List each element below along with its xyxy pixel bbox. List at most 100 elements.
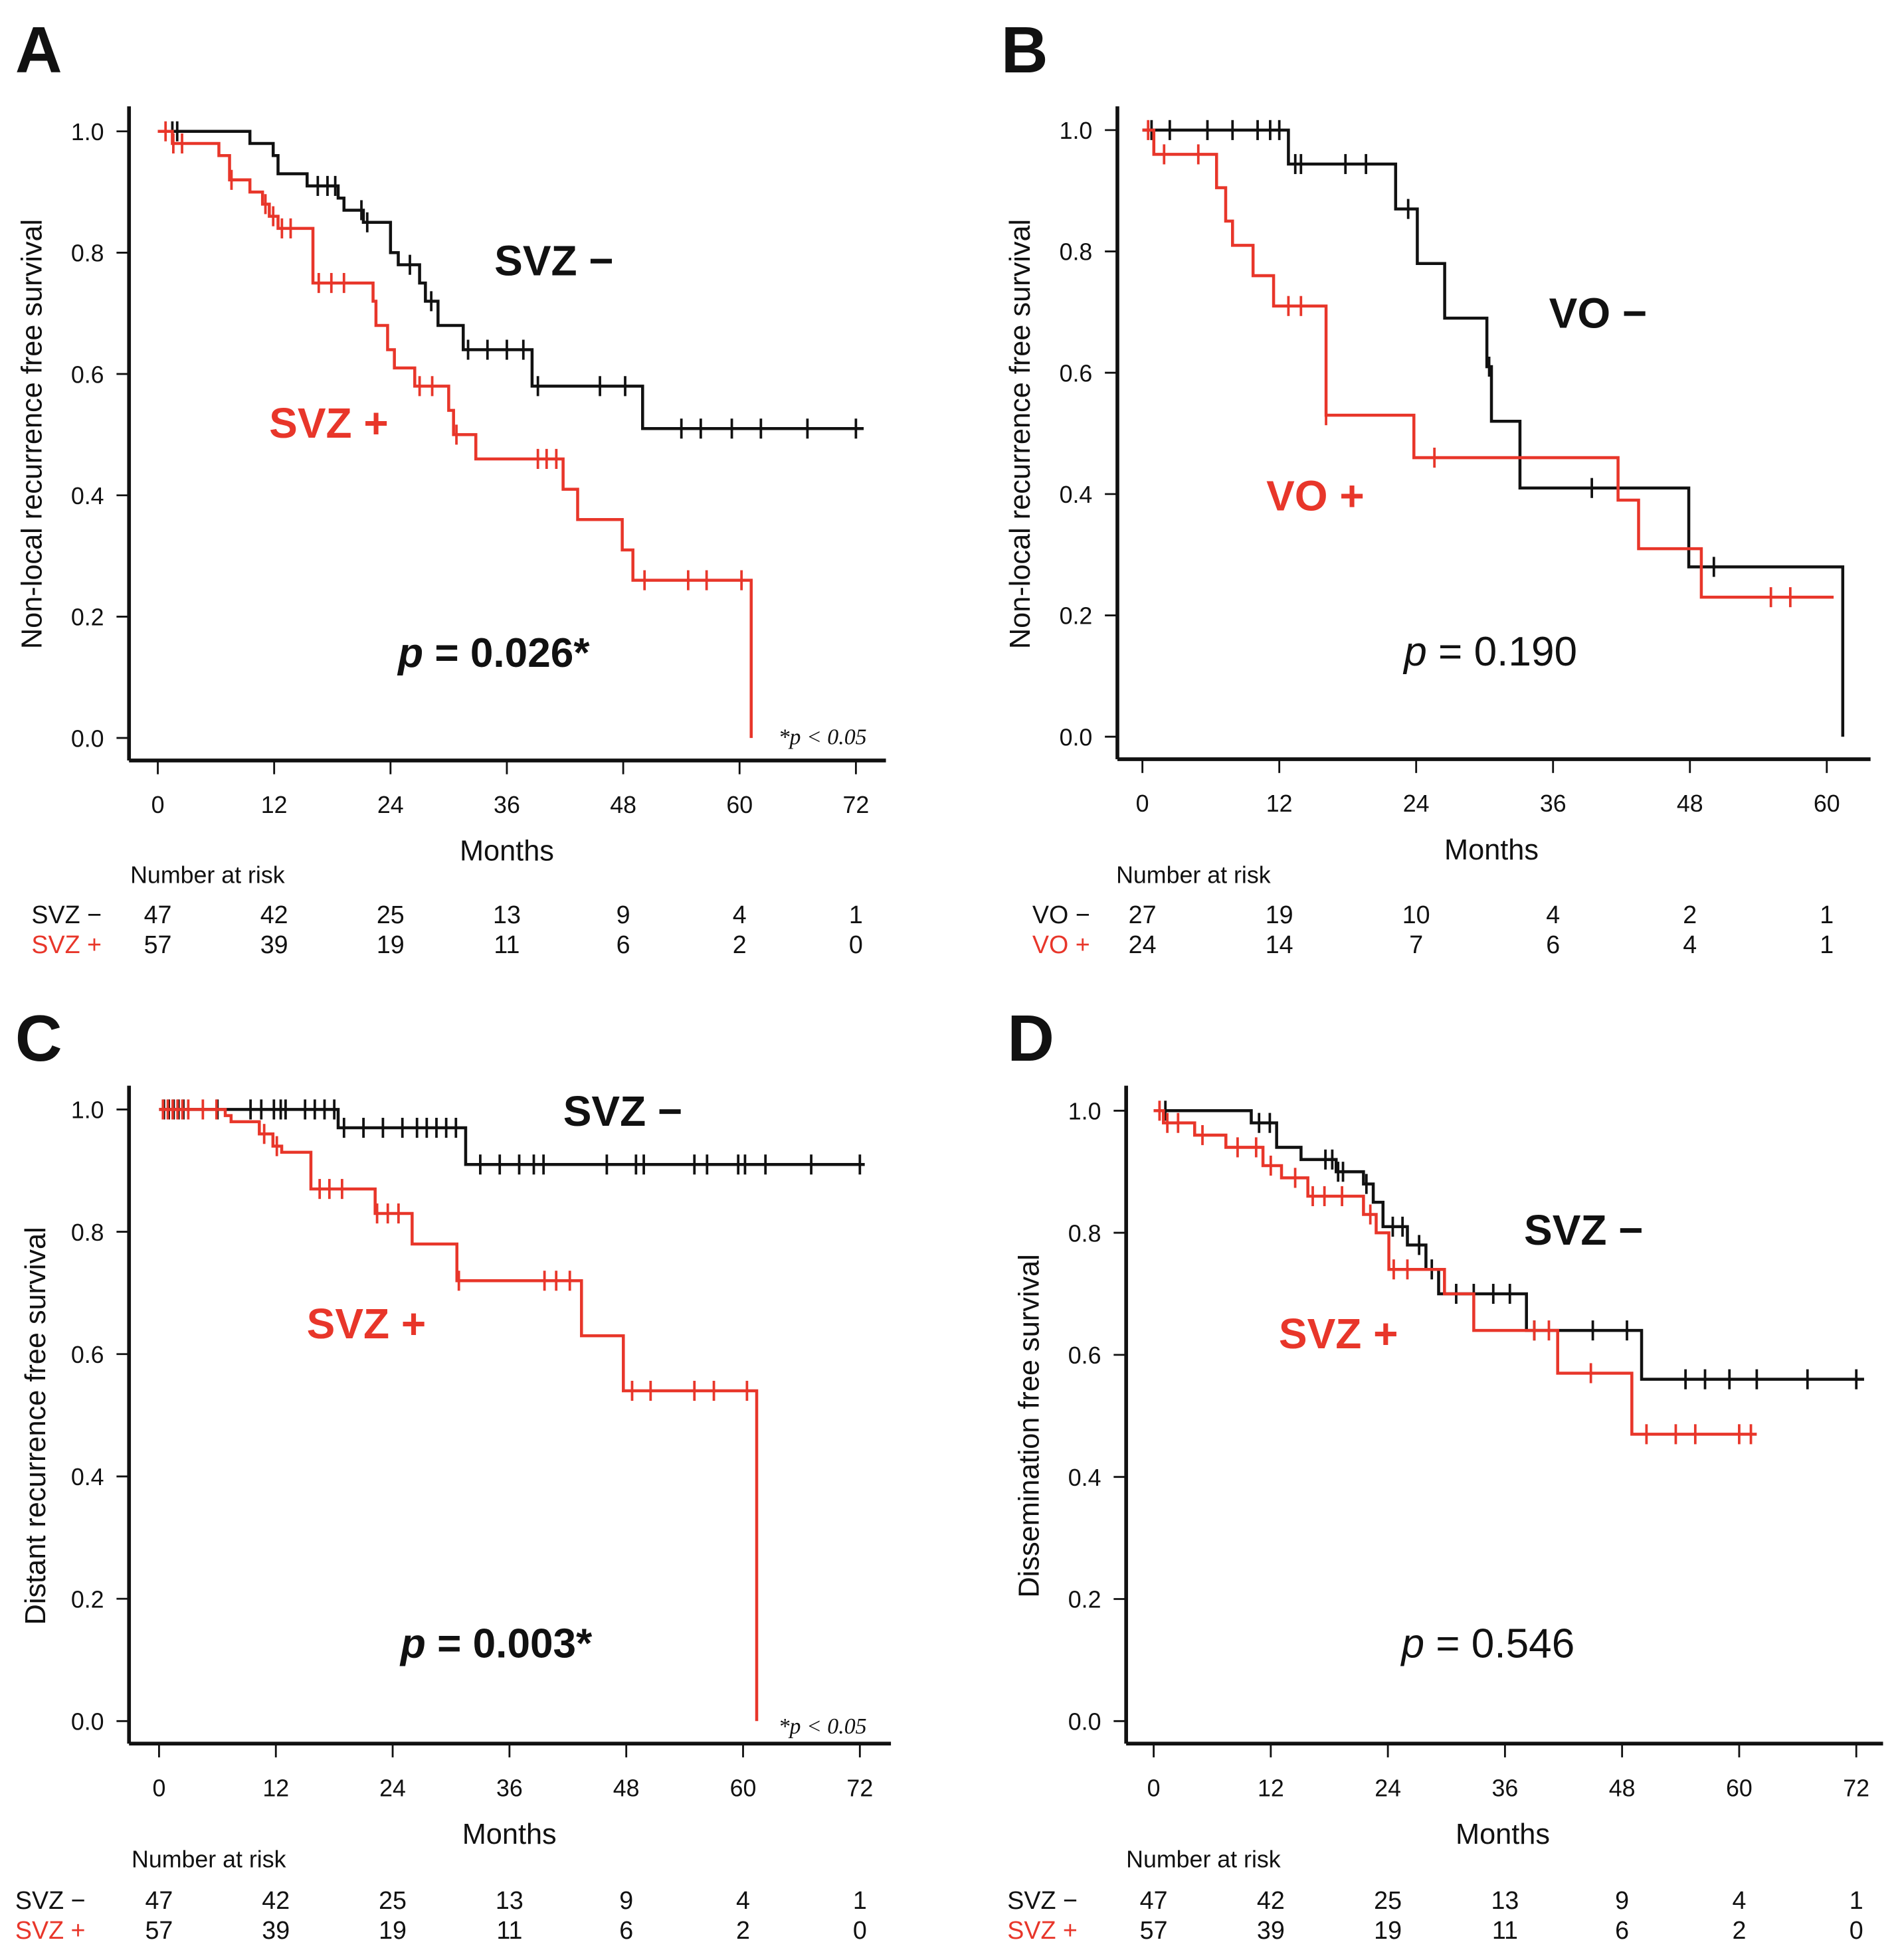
x-tick-label: 48	[1609, 1775, 1636, 1801]
risk-count: 19	[1266, 901, 1293, 929]
x-tick-label: 12	[262, 1775, 289, 1801]
risk-row-label: VO +	[1032, 931, 1090, 958]
y-tick-label: 0.6	[1060, 360, 1093, 387]
p-value-number: = 0.003*	[426, 1621, 593, 1666]
risk-count: 9	[1615, 1886, 1629, 1914]
risk-count: 39	[1257, 1916, 1285, 1944]
risk-count: 42	[260, 901, 288, 929]
risk-count: 19	[377, 931, 405, 958]
risk-count: 2	[736, 1916, 750, 1944]
risk-count: 13	[496, 1886, 523, 1914]
x-tick-label: 60	[1814, 790, 1840, 817]
p-symbol: p	[1400, 1621, 1424, 1666]
y-tick-label: 1.0	[1068, 1098, 1101, 1124]
x-tick-label: 36	[1540, 790, 1567, 817]
x-tick-label: 60	[1726, 1775, 1753, 1801]
risk-count: 1	[1820, 901, 1834, 929]
risk-count: 27	[1129, 901, 1157, 929]
risk-count: 0	[853, 1916, 867, 1944]
survival-curve-minus	[1153, 1109, 1864, 1381]
x-tick-label: 24	[379, 1775, 406, 1801]
x-tick-label: 12	[1258, 1775, 1284, 1801]
group-label-minus: VO −	[1549, 289, 1648, 337]
x-tick-label: 24	[1375, 1775, 1401, 1801]
p-symbol: p	[399, 1621, 426, 1666]
group-label-minus: SVZ −	[494, 236, 614, 284]
panel-letter: D	[1007, 1002, 1054, 1075]
y-tick-label: 0.4	[71, 1464, 104, 1490]
y-tick-label: 0.6	[1068, 1342, 1101, 1369]
risk-count: 7	[1409, 931, 1423, 958]
x-axis-label: Months	[1444, 834, 1539, 866]
y-tick-label: 0.2	[1068, 1587, 1101, 1613]
risk-count: 25	[1374, 1886, 1402, 1914]
y-tick-label: 0.4	[1068, 1465, 1101, 1491]
risk-row-label: SVZ −	[1007, 1886, 1078, 1914]
risk-count: 1	[1850, 1886, 1863, 1914]
p-value: p = 0.026*	[397, 630, 590, 676]
p-symbol: p	[397, 630, 423, 676]
y-tick-label: 0.0	[71, 1708, 104, 1735]
risk-count: 4	[1732, 1886, 1746, 1914]
risk-row-label: SVZ −	[15, 1886, 86, 1914]
survival-curve-plus	[1142, 128, 1834, 599]
panel-letter: C	[15, 1002, 62, 1075]
panel-d: D0.00.20.40.60.81.00 12 24 36 48 60 72MonthsDi…	[1007, 1002, 1883, 1944]
risk-count: 47	[1140, 1886, 1168, 1914]
x-axis-label: Months	[1456, 1819, 1550, 1850]
x-tick-label: 0	[1136, 790, 1149, 817]
survival-curve-plus	[1153, 1109, 1757, 1436]
x-tick-label: 0	[151, 792, 165, 818]
risk-count: 2	[733, 931, 747, 958]
y-tick-label: 0.8	[1068, 1220, 1101, 1247]
p-value-number: = 0.026*	[423, 630, 590, 676]
x-tick-label: 48	[1677, 790, 1703, 817]
risk-count: 39	[262, 1916, 290, 1944]
survival-curve-plus	[157, 130, 753, 739]
y-tick-label: 0.4	[1060, 482, 1093, 508]
panel-a: A0.00.20.40.60.81.00 12 24 36 48 60 72MonthsNo…	[15, 13, 886, 958]
risk-count: 9	[619, 1886, 633, 1914]
p-value-number: = 0.546	[1424, 1621, 1574, 1666]
x-tick-label: 48	[610, 792, 636, 818]
y-tick-label: 0.0	[1068, 1708, 1101, 1735]
risk-count: 11	[1492, 1916, 1518, 1944]
y-tick-label: 0.2	[71, 604, 104, 631]
risk-count: 57	[1140, 1916, 1168, 1944]
x-axis-label: Months	[462, 1819, 557, 1850]
significance-footnote: *p < 0.05	[779, 725, 867, 750]
risk-count: 10	[1402, 901, 1430, 929]
risk-count: 57	[144, 931, 172, 958]
x-tick-label: 36	[496, 1775, 523, 1801]
risk-count: 1	[853, 1886, 867, 1914]
group-label-plus: SVZ +	[307, 1300, 427, 1348]
panel-c: C0.00.20.40.60.81.00 12 24 36 48 60 72MonthsDi…	[15, 1002, 892, 1944]
group-label-minus: SVZ −	[563, 1087, 683, 1135]
p-value-number: = 0.190	[1427, 629, 1577, 675]
x-tick-label: 48	[613, 1775, 640, 1801]
risk-table-title: Number at risk	[132, 1846, 286, 1873]
risk-count: 9	[617, 901, 630, 929]
y-tick-label: 0.6	[71, 1342, 104, 1368]
y-tick-label: 1.0	[71, 1097, 104, 1124]
p-value: p = 0.003*	[399, 1621, 593, 1666]
group-label-plus: SVZ +	[269, 399, 389, 447]
group-label-plus: SVZ +	[1279, 1310, 1398, 1358]
x-tick-label: 36	[1491, 1775, 1518, 1801]
y-tick-label: 0.8	[71, 240, 104, 267]
risk-count: 2	[1732, 1916, 1746, 1944]
risk-row-label: SVZ +	[15, 1916, 86, 1944]
risk-count: 6	[1546, 931, 1560, 958]
x-tick-label: 72	[846, 1775, 873, 1801]
significance-footnote: *p < 0.05	[779, 1714, 867, 1739]
y-tick-label: 1.0	[1060, 118, 1093, 144]
x-tick-label: 24	[377, 792, 404, 818]
p-symbol: p	[1402, 629, 1427, 675]
risk-count: 2	[1683, 901, 1697, 929]
risk-count: 25	[377, 901, 405, 929]
p-value: p = 0.546	[1400, 1621, 1574, 1666]
y-axis-label: Distant recurrence free survival	[20, 1227, 52, 1625]
y-tick-label: 0.8	[71, 1219, 104, 1246]
risk-count: 57	[145, 1916, 173, 1944]
